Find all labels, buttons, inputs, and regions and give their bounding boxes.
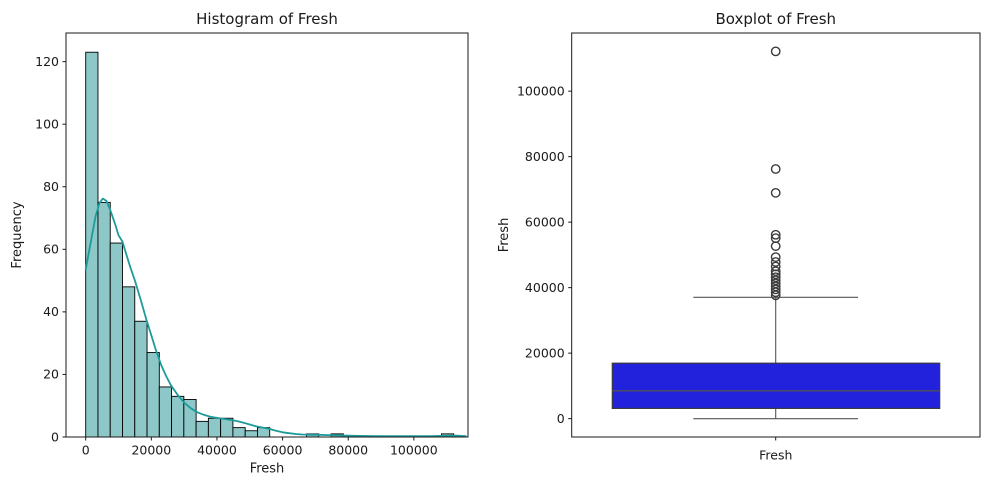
y-tick-label: 80 — [43, 179, 59, 194]
x-tick-label: 60000 — [263, 443, 303, 458]
y-tick-label: 120 — [35, 54, 59, 69]
x-tick-label: 20000 — [131, 443, 171, 458]
x-tick-label: 0 — [82, 443, 90, 458]
hist-bar — [244, 430, 258, 438]
histogram-title: Histogram of Fresh — [196, 10, 338, 28]
y-tick-label: 40000 — [525, 280, 565, 295]
y-tick-label: 20 — [43, 367, 59, 382]
y-tick-label: 40 — [43, 304, 59, 319]
boxplot-xtick-label: Fresh — [759, 448, 792, 463]
outlier-point — [770, 164, 781, 174]
histogram-frame — [65, 32, 469, 438]
outlier-point — [770, 252, 781, 263]
outlier-point — [770, 187, 781, 198]
y-tick-label: 100 — [35, 116, 59, 131]
histogram-ylabel: Frequency — [10, 201, 25, 268]
outlier-point — [770, 257, 781, 267]
hist-bar — [171, 395, 185, 438]
hist-bar — [146, 352, 160, 438]
y-tick-label: 0 — [51, 429, 59, 444]
outlier-point — [770, 275, 781, 286]
y-tick-label: 60000 — [525, 214, 565, 229]
y-tick-label: 60 — [43, 242, 59, 257]
histogram-panel: Histogram of Fresh Frequency Fresh 0 2000… — [10, 10, 469, 477]
outlier-point — [770, 290, 781, 301]
histogram-xlabel: Fresh — [250, 462, 285, 477]
outlier-point — [770, 269, 781, 280]
y-tick-label: 0 — [557, 411, 565, 426]
hist-bar — [85, 51, 99, 438]
y-tick-label: 20000 — [525, 345, 565, 360]
outlier-point — [770, 46, 781, 57]
outlier-point — [770, 284, 781, 295]
boxplot-panel: Boxplot of Fresh Fresh Fresh 0 20000 40000… — [497, 10, 981, 463]
hist-bar — [109, 242, 123, 438]
hist-bar — [207, 417, 222, 438]
iqr-box — [611, 362, 941, 410]
histogram-content: 0 20000 40000 60000 80000 100000 0 20 40 60 80 100 1… — [35, 32, 469, 458]
x-tick-label: 100000 — [390, 443, 438, 458]
x-tick-label: 80000 — [328, 443, 368, 458]
outlier-point — [770, 229, 781, 240]
hist-bar — [122, 286, 136, 438]
kde-curve — [84, 197, 467, 438]
outlier-point — [770, 287, 781, 298]
hist-bar — [158, 386, 173, 438]
boxplot-ylabel: Fresh — [497, 218, 512, 253]
x-tick-label: 40000 — [197, 443, 237, 458]
y-tick-label: 80000 — [525, 149, 565, 164]
hist-bar — [220, 417, 234, 438]
hist-bar — [232, 427, 246, 438]
hist-bar — [134, 320, 148, 438]
outlier-point — [770, 241, 781, 252]
boxplot-title: Boxplot of Fresh — [716, 10, 837, 28]
hist-bar — [97, 201, 111, 438]
y-tick-label: 100000 — [517, 83, 565, 98]
outlier-point — [770, 272, 781, 283]
boxplot-content: 0 20000 40000 60000 80000 100000 — [517, 32, 981, 441]
hist-bar — [195, 420, 209, 438]
